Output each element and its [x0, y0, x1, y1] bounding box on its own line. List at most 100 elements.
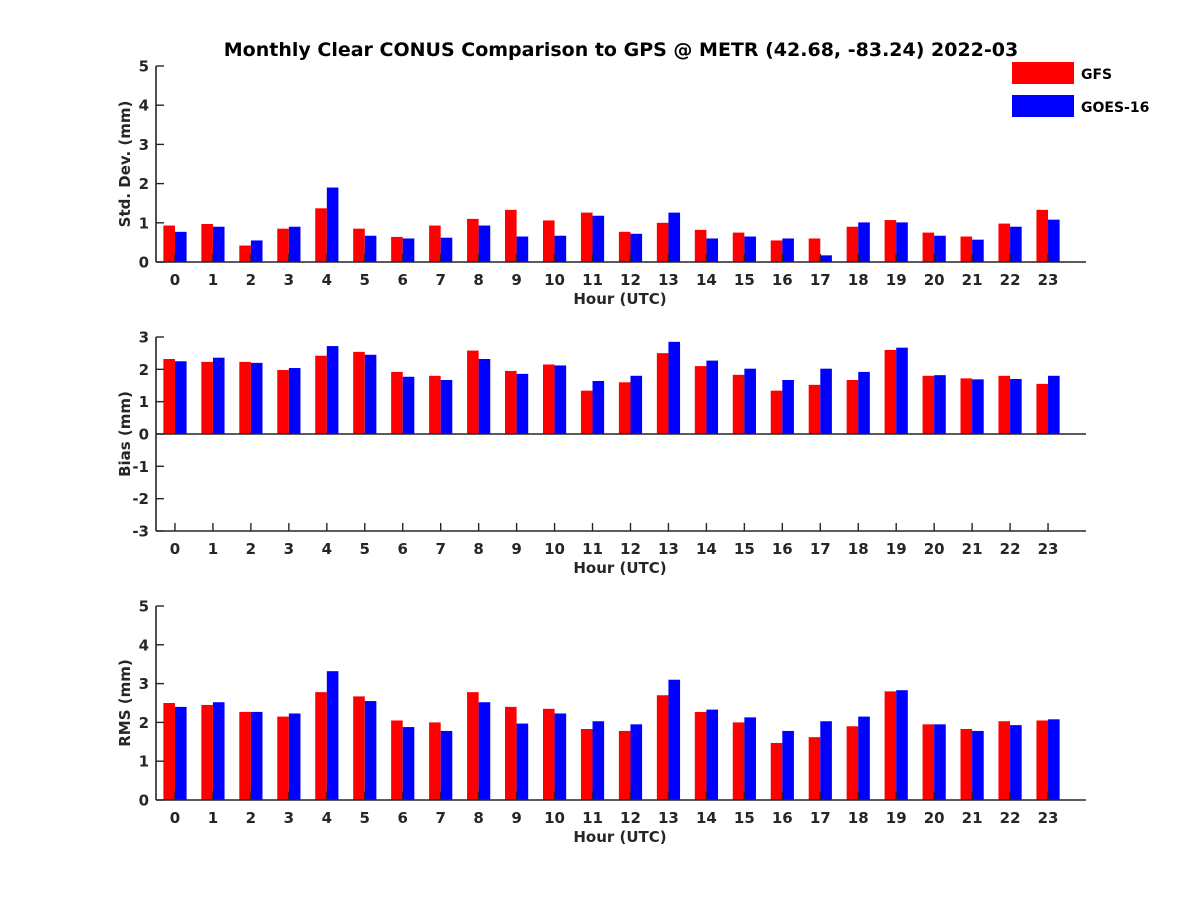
x-tick-label: 21	[962, 271, 983, 289]
bar-goes-16-20	[934, 375, 946, 434]
bar-goes-16-11	[592, 215, 605, 262]
x-tick-label: 6	[398, 540, 408, 558]
bar-gfs-9	[505, 370, 517, 434]
x-tick-label: 17	[810, 271, 831, 289]
bar-goes-16-2	[250, 362, 263, 434]
bar-goes-16-3	[288, 713, 301, 800]
x-axis-label: Hour (UTC)	[573, 290, 666, 308]
x-tick-label: 13	[658, 540, 679, 558]
bar-gfs-22	[998, 375, 1011, 434]
x-tick-label: 1	[208, 540, 218, 558]
y-tick-label: 3	[139, 329, 149, 347]
bar-gfs-8	[467, 218, 479, 262]
x-tick-label: 0	[170, 540, 180, 558]
x-tick-label: 3	[284, 809, 294, 827]
bar-goes-16-6	[402, 238, 415, 262]
x-tick-label: 21	[962, 809, 983, 827]
bar-goes-16-18	[858, 716, 870, 800]
x-tick-label: 16	[772, 271, 793, 289]
y-tick-label: 1	[139, 214, 149, 232]
bar-goes-16-7	[440, 730, 453, 800]
y-tick-label: -3	[132, 523, 149, 541]
x-tick-label: 3	[284, 271, 294, 289]
bar-gfs-18	[846, 380, 859, 434]
bar-gfs-0	[163, 225, 175, 262]
bar-gfs-23	[1036, 383, 1049, 434]
x-tick-label: 14	[696, 809, 717, 827]
x-tick-label: 22	[1000, 540, 1021, 558]
bar-goes-16-1	[212, 226, 225, 262]
bar-goes-16-21	[972, 379, 984, 434]
x-tick-label: 2	[246, 809, 256, 827]
x-tick-label: 3	[284, 540, 294, 558]
x-tick-label: 19	[886, 540, 907, 558]
bar-goes-16-12	[630, 375, 643, 434]
x-tick-label: 23	[1038, 271, 1059, 289]
x-tick-label: 1	[208, 271, 218, 289]
bar-goes-16-19	[896, 222, 908, 262]
x-tick-label: 8	[473, 809, 483, 827]
bar-goes-16-20	[934, 724, 946, 800]
x-tick-label: 8	[473, 540, 483, 558]
bar-goes-16-8	[478, 225, 491, 262]
bar-goes-16-20	[934, 235, 946, 262]
x-tick-label: 5	[360, 271, 370, 289]
bar-gfs-5	[353, 228, 365, 262]
x-tick-label: 4	[322, 809, 332, 827]
bar-goes-16-6	[402, 376, 415, 434]
y-axis-label: RMS (mm)	[116, 659, 134, 746]
x-tick-label: 4	[322, 540, 332, 558]
bar-gfs-23	[1036, 720, 1049, 800]
bar-gfs-20	[922, 232, 935, 262]
x-tick-label: 11	[582, 809, 603, 827]
bar-gfs-17	[808, 737, 821, 800]
bar-gfs-1	[201, 704, 213, 800]
x-tick-label: 13	[658, 271, 679, 289]
bar-goes-16-18	[858, 371, 870, 434]
bar-goes-16-17	[820, 721, 832, 800]
y-tick-label: -2	[132, 490, 149, 508]
y-tick-label: 5	[139, 58, 149, 76]
bar-goes-16-3	[288, 368, 301, 434]
x-tick-label: 10	[544, 540, 565, 558]
bar-gfs-3	[277, 228, 289, 262]
y-tick-label: -1	[132, 458, 149, 476]
bar-goes-16-11	[592, 380, 605, 434]
y-tick-label: 0	[139, 254, 149, 272]
bar-goes-16-8	[478, 358, 491, 434]
x-tick-label: 0	[170, 809, 180, 827]
bar-goes-16-0	[174, 361, 187, 434]
bar-gfs-6	[391, 720, 403, 800]
y-tick-label: 1	[139, 753, 149, 771]
bar-goes-16-17	[820, 368, 832, 434]
bar-gfs-10	[542, 708, 555, 800]
bar-goes-16-23	[1048, 375, 1060, 434]
y-tick-label: 3	[139, 136, 149, 154]
bar-gfs-7	[429, 375, 441, 434]
x-tick-label: 7	[435, 271, 445, 289]
bar-gfs-11	[580, 212, 593, 262]
bar-goes-16-15	[744, 717, 756, 800]
y-tick-label: 2	[139, 361, 149, 379]
bar-gfs-13	[656, 695, 669, 800]
bar-gfs-21	[960, 378, 973, 434]
bar-goes-16-21	[972, 239, 984, 262]
bar-goes-16-9	[516, 236, 529, 262]
bar-gfs-15	[732, 232, 745, 262]
x-tick-label: 16	[772, 540, 793, 558]
bar-gfs-3	[277, 716, 289, 800]
bar-gfs-8	[467, 350, 479, 434]
bar-goes-16-13	[668, 341, 681, 434]
bar-goes-16-5	[364, 235, 377, 262]
bar-gfs-2	[239, 711, 251, 800]
bar-goes-16-5	[364, 354, 377, 434]
y-tick-label: 1	[139, 393, 149, 411]
chart-title: Monthly Clear CONUS Comparison to GPS @ …	[224, 39, 1018, 61]
bar-goes-16-9	[516, 723, 529, 800]
bar-gfs-7	[429, 722, 441, 800]
x-tick-label: 19	[886, 809, 907, 827]
x-tick-label: 11	[582, 271, 603, 289]
bar-goes-16-15	[744, 368, 756, 434]
x-tick-label: 14	[696, 540, 717, 558]
